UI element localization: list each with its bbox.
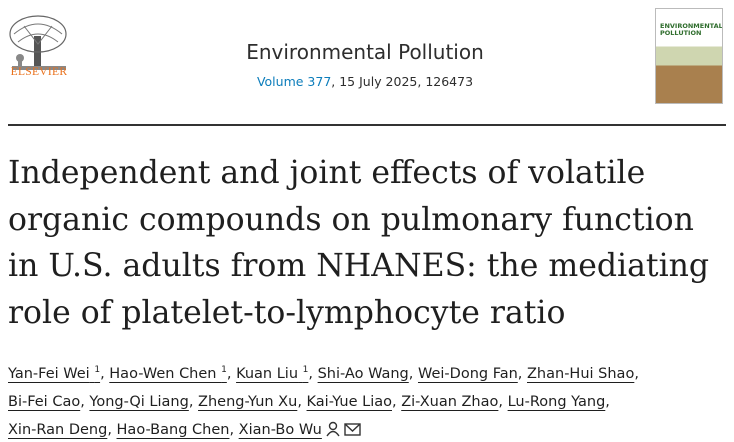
separator: , (308, 365, 313, 382)
affiliation-marker: 1 (302, 365, 309, 375)
divider (8, 124, 726, 126)
author-link[interactable]: Bi-Fei Cao (8, 394, 80, 410)
volume-link[interactable]: Volume 377 (256, 74, 332, 89)
separator: , (100, 365, 105, 382)
author-name: Yong-Qi Liang (89, 393, 189, 410)
journal-cover[interactable]: ENVIRONMENTAL POLLUTION (655, 8, 723, 104)
author-link[interactable]: Shi-Ao Wang (318, 366, 409, 382)
separator: , (392, 393, 397, 410)
publisher-logo (9, 15, 67, 70)
author-link[interactable]: Kuan Liu 1 (236, 365, 309, 382)
separator: , (297, 393, 302, 410)
author-name: Hao-Wen Chen (109, 365, 217, 382)
author-link[interactable]: Zhan-Hui Shao (527, 366, 634, 382)
author-name: Hao-Bang Chen (116, 421, 230, 438)
author-name: Zheng-Yun Xu (198, 393, 298, 410)
author-link[interactable]: Hao-Bang Chen (117, 422, 230, 438)
author-name: Xian-Bo Wu (238, 421, 322, 438)
issue-details: , 15 July 2025, 126473 (331, 74, 474, 89)
separator: , (226, 365, 232, 382)
author-link[interactable]: Yong-Qi Liang (89, 394, 188, 410)
author-link[interactable]: Xin-Ran Deng (8, 422, 107, 438)
separator: , (605, 393, 610, 410)
author-link[interactable]: Lu-Rong Yang (508, 394, 606, 410)
author-link[interactable]: Kai-Yue Liao (307, 394, 392, 410)
separator: , (107, 421, 112, 438)
separator: , (229, 421, 235, 438)
affiliation-marker: 1 (221, 365, 227, 375)
affiliation-marker: 1 (94, 365, 101, 375)
contact-icons[interactable] (326, 421, 362, 437)
article-title: Independent and joint effects of volatil… (8, 155, 710, 331)
author-name: Lu-Rong Yang (507, 393, 606, 410)
author-link[interactable]: Zi-Xuan Zhao (401, 394, 498, 410)
author-list: Yan-Fei Wei 1, Hao-Wen Chen 1, Kuan Liu … (8, 356, 728, 442)
journal-name[interactable]: Environmental Pollution (246, 40, 484, 64)
author-name: Kuan Liu (236, 365, 299, 382)
author-name: Bi-Fei Cao (8, 393, 81, 410)
cover-title: ENVIRONMENTAL POLLUTION (660, 22, 723, 37)
author-name: Shi-Ao Wang (317, 365, 409, 382)
separator: , (408, 365, 414, 382)
author-link[interactable]: Hao-Wen Chen 1 (109, 365, 227, 382)
author-name: Zhan-Hui Shao (527, 365, 635, 382)
separator: , (80, 393, 85, 410)
separator: , (188, 393, 194, 410)
publisher: ELSEVIER (10, 66, 68, 78)
author-name: Zi-Xuan Zhao (401, 393, 499, 410)
author-link[interactable]: Wei-Dong Fan (418, 366, 518, 382)
author-name: Xin-Ran Deng (8, 421, 108, 438)
author-name: Yan-Fei Wei (8, 365, 90, 382)
author-link[interactable]: Zheng-Yun Xu (198, 394, 297, 410)
separator: , (498, 393, 503, 410)
separator: , (634, 365, 639, 382)
author-link[interactable]: Yan-Fei Wei 1 (8, 365, 101, 382)
separator: , (517, 365, 523, 382)
author-link[interactable]: Xian-Bo Wu (238, 421, 362, 438)
author-name: Kai-Yue Liao (306, 393, 392, 410)
volume-line: Volume 377, 15 July 2025, 126473 (150, 74, 580, 89)
author-name: Wei-Dong Fan (417, 365, 518, 382)
